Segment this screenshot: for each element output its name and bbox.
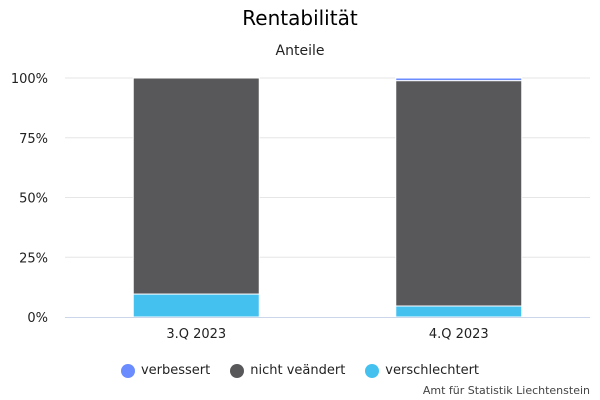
bar-segment xyxy=(395,77,523,82)
legend-marker xyxy=(120,363,135,378)
legend-item[interactable]: nicht veändert xyxy=(230,363,345,378)
y-tick-label: 75% xyxy=(19,132,48,147)
x-tick-label: 3.Q 2023 xyxy=(166,327,226,342)
legend-marker xyxy=(365,363,380,378)
legend-item[interactable]: verbessert xyxy=(120,363,211,378)
legend-label: verbessert xyxy=(140,363,211,378)
bar-segment xyxy=(395,80,523,307)
legend-item[interactable]: verschlechtert xyxy=(365,363,479,378)
legend: verbessert nicht veändert verschlechtert xyxy=(0,363,600,378)
legend-marker xyxy=(230,363,245,378)
x-tick-label: 4.Q 2023 xyxy=(429,327,489,342)
y-tick-label: 100% xyxy=(11,72,48,87)
y-tick-label: 0% xyxy=(27,311,48,326)
bar-segment xyxy=(132,293,260,318)
legend-label: nicht veändert xyxy=(250,363,346,378)
y-tick-label: 25% xyxy=(19,251,48,266)
y-tick-label: 50% xyxy=(19,192,48,207)
chart-title: Rentabilität xyxy=(242,6,358,30)
bar-segment xyxy=(132,77,260,295)
bar-segment xyxy=(395,305,523,318)
credit: Amt für Statistik Liechtenstein xyxy=(422,384,590,397)
chart-subtitle: Anteile xyxy=(275,43,325,59)
legend-label: verschlechtert xyxy=(385,363,480,378)
